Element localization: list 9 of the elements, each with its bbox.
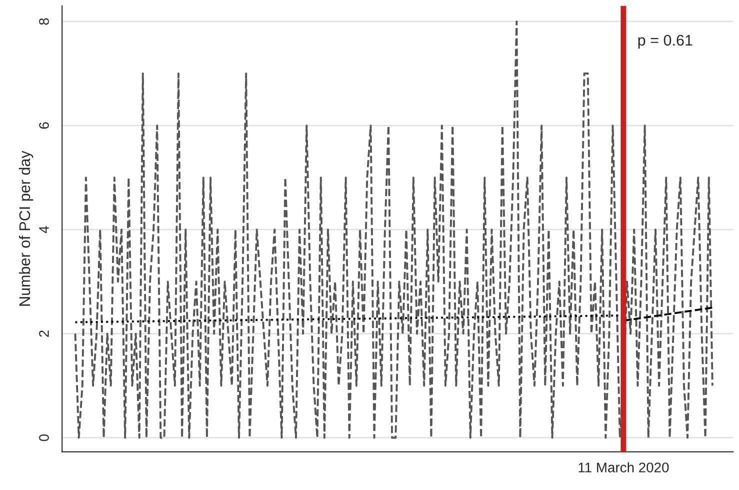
- y-tick-label: 4: [39, 226, 49, 234]
- y-tick-label: 8: [39, 18, 49, 25]
- annotation: p = 0.61: [638, 34, 692, 49]
- line-series: [74, 20, 714, 439]
- y-tick-label: 0: [39, 434, 49, 442]
- y-tick-label: 2: [39, 330, 49, 337]
- y-tick-label: 6: [39, 122, 49, 129]
- y-axis-title: Number of PCI per day: [18, 150, 34, 306]
- x-tick-label: 11 March 2020: [578, 462, 669, 472]
